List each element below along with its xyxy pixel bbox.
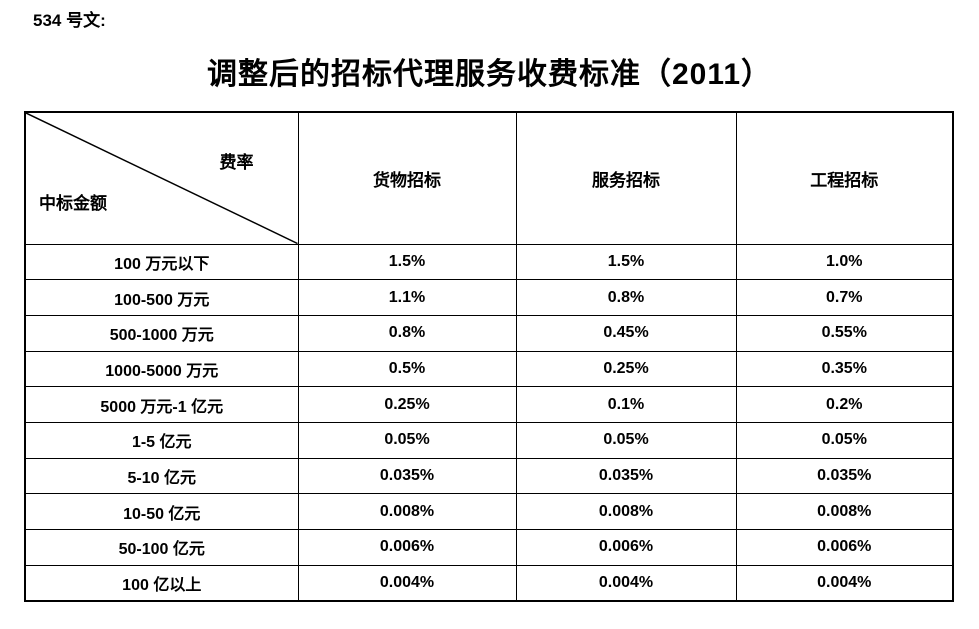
engineering-rate-cell: 0.05% <box>735 421 954 459</box>
engineering-rate-cell: 0.55% <box>735 314 954 352</box>
services-rate-cell: 0.8% <box>515 279 737 316</box>
diagonal-corner-cell: 费率 中标金额 <box>24 111 299 245</box>
amount-cell: 1000-5000 万元 <box>24 350 299 388</box>
services-rate-cell: 0.45% <box>515 314 737 352</box>
table-row: 100 万元以下 1.5% 1.5% 1.0% <box>24 243 954 281</box>
goods-rate-cell: 1.1% <box>297 279 517 316</box>
amount-cell: 500-1000 万元 <box>24 314 299 352</box>
table-body: 100 万元以下 1.5% 1.5% 1.0% 100-500 万元 1.1% … <box>24 243 954 602</box>
engineering-rate-cell: 0.7% <box>735 279 954 316</box>
goods-rate-cell: 0.5% <box>297 350 517 388</box>
table-row: 5000 万元-1 亿元 0.25% 0.1% 0.2% <box>24 386 954 423</box>
table-row: 100 亿以上 0.004% 0.004% 0.004% <box>24 564 954 602</box>
services-rate-cell: 0.008% <box>515 493 737 530</box>
table-row: 100-500 万元 1.1% 0.8% 0.7% <box>24 279 954 316</box>
doc-number-label: 534 号文: <box>33 11 106 30</box>
engineering-rate-cell: 0.035% <box>735 457 954 495</box>
goods-rate-cell: 0.25% <box>297 386 517 423</box>
services-rate-cell: 0.1% <box>515 386 737 423</box>
goods-rate-cell: 0.006% <box>297 529 517 566</box>
header-row: 费率 中标金额 货物招标 服务招标 工程招标 <box>24 111 954 245</box>
amount-cell: 5000 万元-1 亿元 <box>24 386 299 423</box>
column-header-goods: 货物招标 <box>297 111 517 245</box>
page-title: 调整后的招标代理服务收费标准（2011） <box>206 58 773 91</box>
services-rate-cell: 0.035% <box>515 457 737 495</box>
services-rate-cell: 0.05% <box>515 421 737 459</box>
corner-amount-label: 中标金额 <box>39 193 107 213</box>
services-rate-cell: 0.25% <box>515 350 737 388</box>
amount-cell: 100-500 万元 <box>24 279 299 316</box>
services-rate-cell: 1.5% <box>515 243 737 281</box>
diagonal-line <box>26 113 297 243</box>
engineering-rate-cell: 0.004% <box>735 564 954 602</box>
engineering-rate-cell: 0.006% <box>735 529 954 566</box>
goods-rate-cell: 1.5% <box>297 243 517 281</box>
table-row: 10-50 亿元 0.008% 0.008% 0.008% <box>24 493 954 530</box>
column-header-services: 服务招标 <box>515 111 737 245</box>
engineering-rate-cell: 0.2% <box>735 386 954 423</box>
goods-rate-cell: 0.004% <box>297 564 517 602</box>
goods-rate-cell: 0.008% <box>297 493 517 530</box>
goods-rate-cell: 0.05% <box>297 421 517 459</box>
table-row: 500-1000 万元 0.8% 0.45% 0.55% <box>24 314 954 352</box>
services-rate-cell: 0.004% <box>515 564 737 602</box>
table-row: 1-5 亿元 0.05% 0.05% 0.05% <box>24 421 954 459</box>
table-row: 5-10 亿元 0.035% 0.035% 0.035% <box>24 457 954 495</box>
engineering-rate-cell: 0.008% <box>735 493 954 530</box>
services-rate-cell: 0.006% <box>515 529 737 566</box>
goods-rate-cell: 0.035% <box>297 457 517 495</box>
table-row: 50-100 亿元 0.006% 0.006% 0.006% <box>24 529 954 566</box>
amount-cell: 50-100 亿元 <box>24 529 299 566</box>
fee-standard-table: 费率 中标金额 货物招标 服务招标 工程招标 100 万元以下 1.5% 1.5… <box>24 111 954 602</box>
goods-rate-cell: 0.8% <box>297 314 517 352</box>
engineering-rate-cell: 0.35% <box>735 350 954 388</box>
table-header: 费率 中标金额 货物招标 服务招标 工程招标 <box>24 111 954 245</box>
amount-cell: 5-10 亿元 <box>24 457 299 495</box>
amount-cell: 100 万元以下 <box>24 243 299 281</box>
table-row: 1000-5000 万元 0.5% 0.25% 0.35% <box>24 350 954 388</box>
amount-cell: 100 亿以上 <box>24 564 299 602</box>
column-header-engineering: 工程招标 <box>735 111 954 245</box>
amount-cell: 1-5 亿元 <box>24 421 299 459</box>
amount-cell: 10-50 亿元 <box>24 493 299 530</box>
engineering-rate-cell: 1.0% <box>735 243 954 281</box>
corner-rate-label: 费率 <box>219 153 254 172</box>
